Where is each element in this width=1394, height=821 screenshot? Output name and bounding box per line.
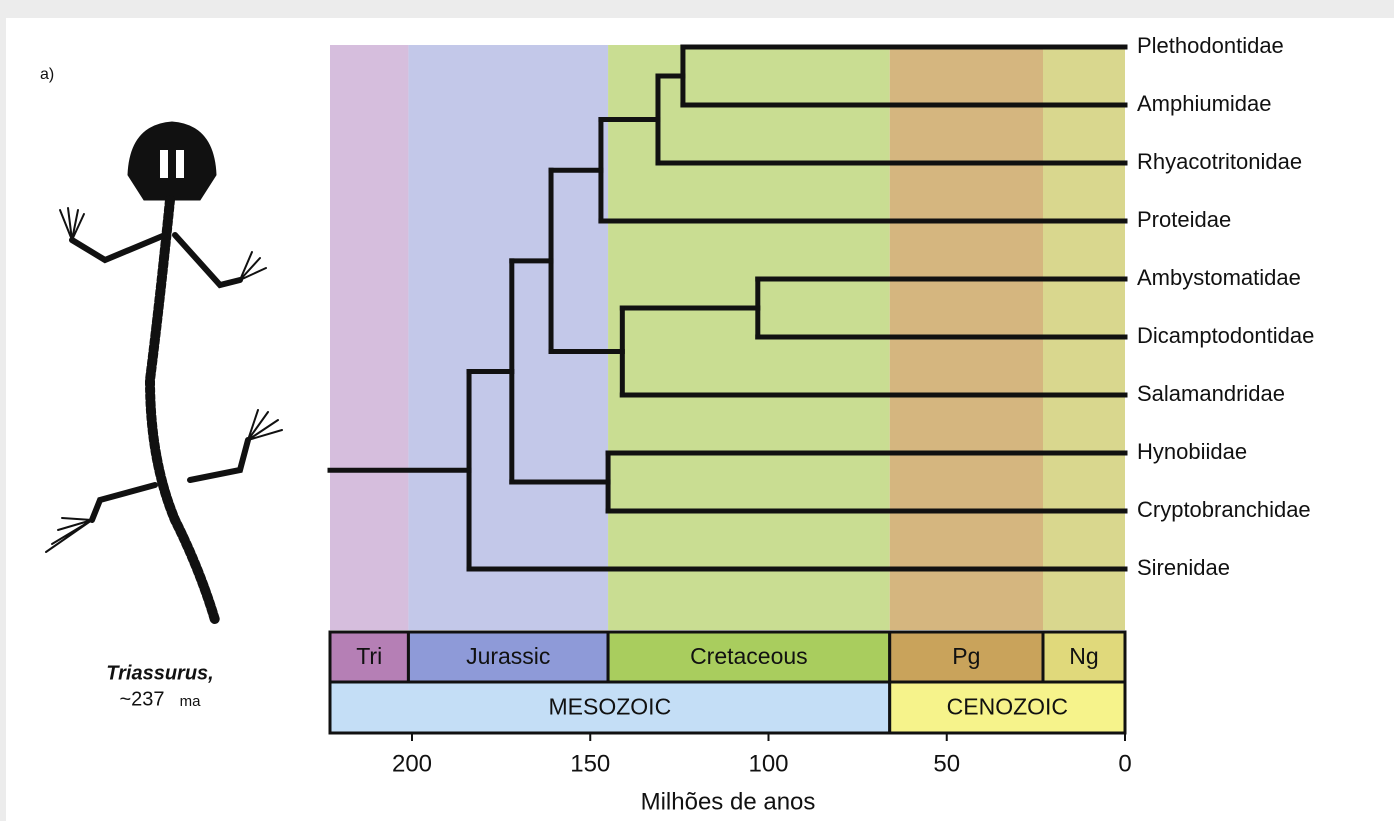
x-tick-label: 0 <box>1118 750 1131 777</box>
taxon-label: Hynobiidae <box>1137 439 1247 464</box>
x-tick-label: 200 <box>392 750 432 777</box>
period-label: Tri <box>356 643 382 669</box>
period-label: Pg <box>952 643 980 669</box>
taxon-label: Rhyacotritonidae <box>1137 149 1302 174</box>
fossil-age: ~237 <box>119 688 164 710</box>
period-band <box>408 45 608 630</box>
fossil-age-unit: ma <box>180 693 201 710</box>
taxon-label: Ambystomatidae <box>1137 265 1301 290</box>
x-tick-label: 150 <box>570 750 610 777</box>
x-tick-label: 50 <box>933 750 960 777</box>
panel-label: a) <box>40 66 54 83</box>
taxon-label: Plethodontidae <box>1137 33 1284 58</box>
page: a) b) Triassurus, ~237 ma TriJurassicCre… <box>0 0 1394 821</box>
taxon-label: Amphiumidae <box>1137 91 1272 116</box>
era-label: MESOZOIC <box>549 694 672 720</box>
era-label: CENOZOIC <box>947 694 1068 720</box>
x-tick-label: 100 <box>748 750 788 777</box>
period-label: Cretaceous <box>690 643 808 669</box>
figure: a) b) Triassurus, ~237 ma TriJurassicCre… <box>0 0 1394 821</box>
period-label: Jurassic <box>466 643 550 669</box>
taxon-label: Salamandridae <box>1137 381 1285 406</box>
taxon-label: Cryptobranchidae <box>1137 497 1311 522</box>
taxon-label: Dicamptodontidae <box>1137 323 1314 348</box>
fossil-name: Triassurus, <box>106 662 213 684</box>
time-scale: Tri Jurassic Cretaceous Pg Ng MESOZOIC CENOZOI… <box>330 632 1125 733</box>
taxon-label: Sirenidae <box>1137 555 1230 580</box>
x-axis-label: Milhões de anos <box>641 788 816 815</box>
period-label: Ng <box>1069 643 1098 669</box>
taxon-label: Proteidae <box>1137 207 1231 232</box>
period-band <box>330 45 408 630</box>
